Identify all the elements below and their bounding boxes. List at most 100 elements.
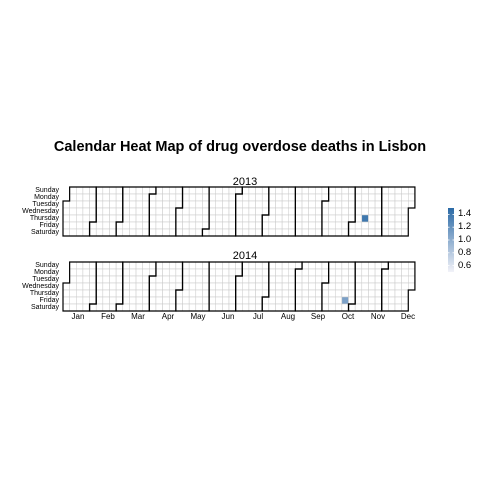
heatmap-cell bbox=[142, 268, 150, 277]
heatmap-cell bbox=[62, 282, 70, 291]
heatmap-cell bbox=[222, 275, 230, 284]
heatmap-cell bbox=[374, 289, 382, 298]
heatmap-cell bbox=[168, 193, 177, 202]
heatmap-cell bbox=[102, 207, 110, 216]
heatmap-cell bbox=[401, 207, 409, 216]
heatmap-cell bbox=[394, 214, 402, 223]
heatmap-cell bbox=[242, 296, 250, 305]
heatmap-cell bbox=[195, 282, 203, 291]
heatmap-cell bbox=[135, 186, 143, 195]
heatmap-cell bbox=[115, 228, 124, 237]
heatmap-cell bbox=[248, 275, 256, 284]
heatmap-cell bbox=[129, 268, 137, 277]
heatmap-cell bbox=[235, 296, 243, 305]
heatmap-cell bbox=[334, 261, 343, 270]
heatmap-cell bbox=[374, 228, 382, 237]
weekday-label: Friday bbox=[39, 222, 59, 229]
weekday-label: Tuesday bbox=[32, 276, 59, 283]
heatmap-cell bbox=[109, 214, 117, 223]
heatmap-cell bbox=[268, 282, 276, 291]
heatmap-cell bbox=[341, 275, 349, 284]
heatmap-cell bbox=[315, 200, 323, 209]
heatmap-cell bbox=[109, 296, 117, 305]
heatmap-cell bbox=[202, 282, 210, 291]
heatmap-cell bbox=[135, 261, 143, 270]
heatmap-cell bbox=[394, 303, 402, 312]
heatmap-cell bbox=[328, 275, 336, 284]
heatmap-cell bbox=[268, 228, 276, 237]
heatmap-cell bbox=[175, 207, 183, 216]
heatmap-cell bbox=[76, 186, 84, 195]
heatmap-cell bbox=[162, 261, 170, 270]
heatmap-cell bbox=[162, 186, 170, 195]
heatmap-cell bbox=[142, 275, 150, 284]
heatmap-cell bbox=[149, 303, 157, 312]
heatmap-cell bbox=[288, 228, 296, 237]
heatmap-cell bbox=[261, 275, 270, 284]
heatmap-cell bbox=[315, 186, 323, 195]
heatmap-cell bbox=[82, 193, 90, 202]
heatmap-cell bbox=[361, 186, 369, 195]
heatmap-cell bbox=[149, 207, 157, 216]
heatmap-cell bbox=[182, 207, 190, 216]
heatmap-cell bbox=[381, 289, 389, 298]
heatmap-cell bbox=[381, 207, 389, 216]
heatmap-cell bbox=[228, 303, 236, 312]
heatmap-cell bbox=[195, 214, 203, 223]
heatmap-cell bbox=[268, 207, 276, 216]
heatmap-cell bbox=[95, 214, 104, 223]
heatmap-cell bbox=[354, 221, 363, 230]
heatmap-cell bbox=[115, 268, 124, 277]
heatmap-cell bbox=[401, 289, 409, 298]
heatmap-cell bbox=[175, 275, 183, 284]
heatmap-cell bbox=[255, 207, 263, 216]
weekday-label: Monday bbox=[34, 194, 59, 201]
heatmap-cell bbox=[175, 193, 183, 202]
heatmap-cell bbox=[368, 261, 376, 270]
heatmap-cell bbox=[182, 268, 190, 277]
heatmap-cell bbox=[142, 186, 150, 195]
heatmap-cell bbox=[182, 228, 190, 237]
heatmap-cell bbox=[281, 303, 290, 312]
heatmap-cell bbox=[102, 186, 110, 195]
heatmap-cell bbox=[222, 268, 230, 277]
heatmap-cell bbox=[82, 303, 90, 312]
heatmap-cell bbox=[155, 193, 163, 202]
heatmap-cell bbox=[381, 296, 389, 305]
heatmap-cell bbox=[135, 200, 143, 209]
heatmap-cell bbox=[182, 282, 190, 291]
heatmap-cell bbox=[334, 282, 343, 291]
heatmap-cell bbox=[348, 275, 356, 284]
heatmap-cell bbox=[288, 275, 296, 284]
legend-tick-label: 1.0 bbox=[458, 234, 472, 245]
heatmap-cell bbox=[182, 186, 190, 195]
heatmap-cell bbox=[188, 261, 197, 270]
heatmap-cell bbox=[261, 268, 270, 277]
heatmap-cell bbox=[268, 214, 276, 223]
heatmap-cell bbox=[89, 282, 97, 291]
heatmap-cell bbox=[208, 200, 216, 209]
heatmap-cell bbox=[162, 275, 170, 284]
heatmap-cell bbox=[374, 207, 382, 216]
heatmap-cell bbox=[354, 289, 363, 298]
heatmap-cell bbox=[242, 193, 250, 202]
heatmap-cell bbox=[248, 289, 256, 298]
heatmap-cell bbox=[142, 200, 150, 209]
heatmap-cell bbox=[361, 303, 369, 312]
heatmap-cell bbox=[275, 221, 283, 230]
heatmap-cell bbox=[275, 228, 283, 237]
heatmap-cell bbox=[374, 268, 382, 277]
heatmap-cell bbox=[69, 214, 77, 223]
heatmap-cell bbox=[122, 261, 130, 270]
heatmap-cell bbox=[408, 186, 416, 195]
heatmap-cell bbox=[235, 289, 243, 298]
heatmap-cell bbox=[95, 200, 104, 209]
heatmap-cell bbox=[321, 214, 329, 223]
month-label: May bbox=[190, 312, 206, 321]
heatmap-cell bbox=[149, 275, 157, 284]
heatmap-cell bbox=[235, 228, 243, 237]
heatmap-cell bbox=[394, 289, 402, 298]
heatmap-cell bbox=[354, 261, 363, 270]
heatmap-cell bbox=[228, 200, 236, 209]
heatmap-cell bbox=[354, 193, 363, 202]
